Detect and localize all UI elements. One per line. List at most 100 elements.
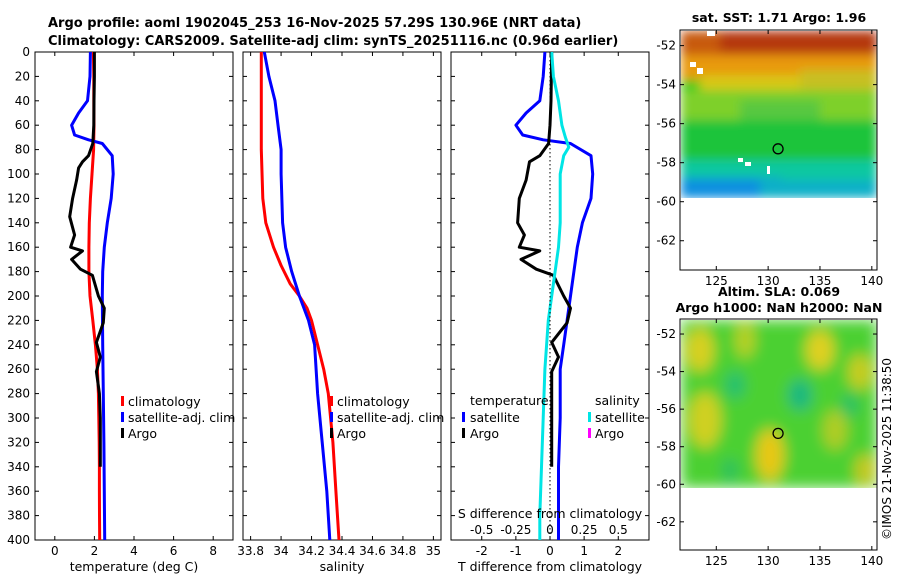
- y-tick-label: 80: [15, 143, 30, 157]
- legend-label-s-argo: Argo: [595, 426, 624, 441]
- x-tick-label: 34.2: [298, 544, 325, 558]
- title-line-2: Climatology: CARS2009. Satellite-adj cli…: [48, 34, 618, 49]
- temperature-legend: climatology satellite-adj. clim Argo: [121, 394, 235, 441]
- series-s-satellite: [538, 52, 571, 540]
- sst-map: 125 130 135 140 -52 -54 -56 -58 -60 -62: [656, 29, 883, 288]
- top-axis-label: S difference from climatology: [458, 506, 643, 521]
- temperature-profile-chart: 0 2 4 6 8 temperature (deg C) 0 20 40 60 80 100 120 1…: [7, 45, 234, 574]
- sla-map-title-line-2: Argo h1000: NaN h2000: NaN: [676, 300, 883, 315]
- sst-missing-pixels: [690, 31, 770, 174]
- x-axis-label: salinity: [320, 559, 365, 574]
- x-tick-label: 0: [51, 544, 59, 558]
- y-tick-label: -58: [656, 440, 676, 454]
- y-tick-label: 180: [7, 265, 30, 279]
- y-tick-label: 100: [7, 167, 30, 181]
- series-t-satellite: [514, 52, 595, 540]
- y-tick-label: 140: [7, 216, 30, 230]
- y-tick-label: -58: [656, 156, 676, 170]
- x-tick-label: 34.8: [390, 544, 417, 558]
- y-tick-label: -54: [656, 78, 676, 92]
- legend-swatch-s-argo: [588, 428, 591, 438]
- x-tick-label: -2: [476, 544, 488, 558]
- y-tick-label: 200: [7, 289, 30, 303]
- top-tick-label: -0.5: [470, 523, 493, 537]
- legend-label-climatology: climatology: [337, 394, 410, 409]
- axes-frame: [242, 51, 442, 541]
- y-tick-label: 160: [7, 240, 30, 254]
- legend-title-temperature: temperature: [470, 393, 549, 408]
- x-tick-label: 34: [273, 544, 288, 558]
- y-tick-label: -56: [656, 117, 676, 131]
- sla-map: 125 130 135 140 -52 -54 -56 -58 -60 -62: [656, 318, 883, 568]
- axes-frame: [34, 51, 234, 541]
- y-tick-label: 320: [7, 435, 30, 449]
- y-tick-label: 60: [15, 118, 30, 132]
- legend-swatch-t-satellite: [462, 412, 465, 422]
- y-tick-label: 260: [7, 362, 30, 376]
- y-tick-label: 240: [7, 338, 30, 352]
- x-axis-label: temperature (deg C): [70, 559, 199, 574]
- title-line-1: Argo profile: aoml 1902045_253 16-Nov-20…: [48, 16, 581, 31]
- legend-swatch-argo: [330, 428, 333, 438]
- sla-heatmap: [681, 320, 877, 488]
- y-tick-label: -52: [656, 327, 676, 341]
- legend-swatch-satellite: [121, 412, 124, 422]
- y-tick-label: 360: [7, 484, 30, 498]
- series-satellite-adj-clim: [70, 52, 115, 540]
- y-tick-label: 0: [22, 45, 30, 59]
- x-tick-label: 130: [757, 274, 780, 288]
- x-tick-label: 125: [705, 554, 728, 568]
- legend-swatch-satellite: [330, 412, 333, 422]
- y-tick-label: 220: [7, 313, 30, 327]
- legend-swatch-argo: [121, 428, 124, 438]
- x-tick-label: 33.8: [237, 544, 264, 558]
- y-tick-label: -60: [656, 477, 676, 491]
- x-tick-label: 1: [580, 544, 588, 558]
- legend-label-argo: Argo: [128, 426, 157, 441]
- x-tick-label: 35: [426, 544, 441, 558]
- legend-label-satellite: satellite-adj. clim: [337, 410, 444, 425]
- x-tick-label: 6: [170, 544, 178, 558]
- x-tick-label: 140: [860, 274, 883, 288]
- y-tick-label: -60: [656, 195, 676, 209]
- legend-swatch-climatology: [121, 396, 124, 406]
- x-tick-label: 34.6: [359, 544, 386, 558]
- argo-position-marker: [772, 427, 784, 440]
- y-tick-label: 40: [15, 94, 30, 108]
- y-tick-label: -56: [656, 402, 676, 416]
- legend-swatch-climatology: [330, 396, 333, 406]
- legend-label-climatology: climatology: [128, 394, 201, 409]
- series-satellite-adj-clim: [262, 52, 332, 540]
- x-tick-label: 4: [130, 544, 138, 558]
- y-tick-label: 300: [7, 411, 30, 425]
- legend-swatch-s-satellite: [588, 412, 591, 422]
- top-tick-label: 0.5: [609, 523, 628, 537]
- top-tick-label: 0: [546, 523, 554, 537]
- difference-profile-chart: -2 -1 0 1 2T difference from climatology S di…: [450, 51, 650, 574]
- legend-swatch-t-argo: [462, 428, 465, 438]
- difference-legend: temperature satellite Argo salinity sate…: [462, 393, 645, 441]
- x-tick-label: 135: [809, 274, 832, 288]
- x-tick-label: -1: [510, 544, 522, 558]
- salinity-profile-chart: 33.8 34 34.2 34.4 34.6 34.8 35 salinity: [237, 51, 442, 574]
- x-tick-label: 8: [209, 544, 217, 558]
- top-tick-label: -0.25: [500, 523, 531, 537]
- y-tick-label: 380: [7, 509, 30, 523]
- series-argo: [68, 52, 106, 467]
- sla-map-title-line-1: Altim. SLA: 0.069: [718, 284, 840, 299]
- series-t-argo: [516, 52, 572, 467]
- legend-label-s-satellite: satellite: [595, 410, 645, 425]
- x-tick-label: 34.4: [329, 544, 356, 558]
- y-tick-label: -62: [656, 515, 676, 529]
- x-tick-label: 2: [614, 544, 622, 558]
- y-tick-label: -54: [656, 365, 676, 379]
- legend-label-t-satellite: satellite: [470, 410, 520, 425]
- x-axis-label: T difference from climatology: [457, 559, 643, 574]
- salinity-legend: climatology satellite-adj. clim Argo: [330, 394, 444, 441]
- argo-position-marker: [772, 143, 784, 155]
- y-tick-label: 20: [15, 69, 30, 83]
- x-tick-label: 135: [809, 554, 832, 568]
- y-tick-label: 400: [7, 533, 30, 547]
- y-tick-label: 120: [7, 191, 30, 205]
